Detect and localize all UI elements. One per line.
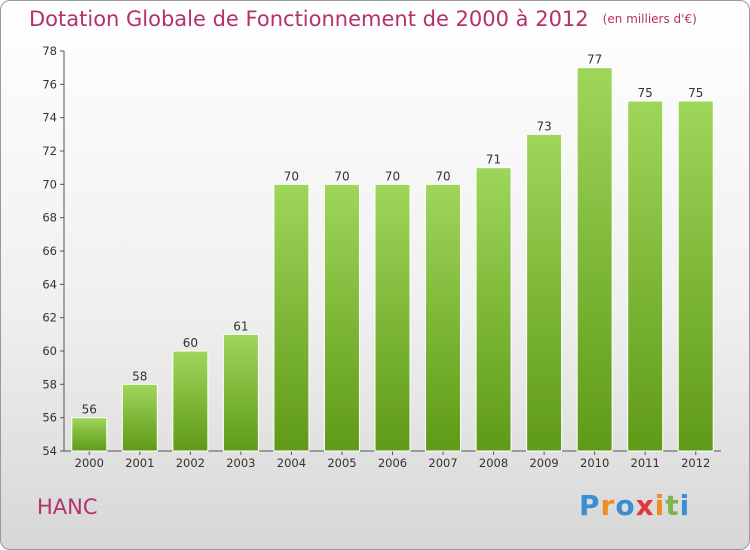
bar-2002 bbox=[172, 350, 209, 452]
y-tick-label: 58 bbox=[42, 377, 57, 391]
chart-axes: 54 56 58 60 62 64 66 68 70 72 74 76 78 2000 2001 2002 20… bbox=[42, 44, 721, 470]
data-label-2011: 75 bbox=[638, 86, 653, 100]
bar-2001 bbox=[121, 383, 158, 452]
y-tick-label: 54 bbox=[42, 444, 57, 458]
chart-bars bbox=[71, 67, 714, 452]
x-tick-label-2001: 2001 bbox=[125, 456, 154, 470]
bar-2007 bbox=[425, 183, 462, 452]
logo-letter: i bbox=[679, 489, 691, 522]
bar-2006 bbox=[374, 183, 411, 452]
x-tick-label-2008: 2008 bbox=[479, 456, 508, 470]
y-tick-label: 64 bbox=[42, 277, 57, 291]
y-tick-label: 74 bbox=[42, 111, 57, 125]
logo-letter: r bbox=[600, 489, 616, 522]
x-tick-label-2002: 2002 bbox=[176, 456, 205, 470]
data-label-2009: 73 bbox=[536, 119, 551, 133]
data-label-2001: 58 bbox=[132, 369, 147, 383]
y-tick-label: 70 bbox=[42, 177, 57, 191]
data-label-2008: 71 bbox=[486, 153, 501, 167]
bar-2009 bbox=[526, 133, 563, 452]
y-tick-label: 68 bbox=[42, 211, 57, 225]
proxiti-logo: Proxiti bbox=[579, 489, 690, 522]
x-tick-label-2004: 2004 bbox=[277, 456, 306, 470]
x-tick-label-2006: 2006 bbox=[378, 456, 407, 470]
x-tick-label-2003: 2003 bbox=[226, 456, 255, 470]
x-tick-label-2011: 2011 bbox=[631, 456, 660, 470]
y-tick-label: 72 bbox=[42, 144, 57, 158]
data-label-2010: 77 bbox=[587, 53, 602, 67]
data-label-2005: 70 bbox=[334, 169, 349, 183]
x-tick-label-2010: 2010 bbox=[580, 456, 609, 470]
bar-2005 bbox=[323, 183, 360, 452]
logo-letter: P bbox=[579, 489, 601, 522]
y-tick-label: 62 bbox=[42, 311, 57, 325]
x-tick-label-2007: 2007 bbox=[428, 456, 457, 470]
x-tick-label-2000: 2000 bbox=[75, 456, 104, 470]
y-tick-label: 56 bbox=[42, 411, 57, 425]
x-tick-label-2009: 2009 bbox=[529, 456, 558, 470]
data-label-2007: 70 bbox=[435, 169, 450, 183]
y-tick-label: 78 bbox=[42, 44, 57, 58]
data-label-2003: 61 bbox=[233, 319, 248, 333]
bar-2012 bbox=[677, 100, 714, 452]
chart-title: Dotation Globale de Fonctionnement de 20… bbox=[29, 7, 697, 31]
chart-title-text: Dotation Globale de Fonctionnement de 20… bbox=[29, 7, 589, 31]
y-tick-label: 60 bbox=[42, 344, 57, 358]
logo-letter: t bbox=[665, 489, 680, 522]
x-tick-label-2012: 2012 bbox=[681, 456, 710, 470]
y-tick-label: 66 bbox=[42, 244, 57, 258]
bar-2004 bbox=[273, 183, 310, 452]
commune-name: HANC bbox=[37, 495, 98, 519]
bar-2010 bbox=[576, 67, 613, 452]
chart-labels: 56 58 60 61 70 70 70 70 71 73 77 75 75 bbox=[82, 53, 704, 417]
bar-2000 bbox=[71, 417, 108, 452]
x-tick-label-2005: 2005 bbox=[327, 456, 356, 470]
data-label-2002: 60 bbox=[183, 336, 198, 350]
y-tick-label: 76 bbox=[42, 77, 57, 91]
data-label-2006: 70 bbox=[385, 169, 400, 183]
bar-2011 bbox=[627, 100, 664, 452]
data-label-2000: 56 bbox=[82, 403, 97, 417]
logo-letter: x bbox=[635, 489, 655, 522]
bar-2003 bbox=[222, 333, 259, 452]
data-label-2004: 70 bbox=[284, 169, 299, 183]
logo-letter: i bbox=[654, 489, 666, 522]
data-label-2012: 75 bbox=[688, 86, 703, 100]
chart-subtitle: (en milliers d'€) bbox=[602, 12, 697, 26]
logo-letter: o bbox=[615, 489, 636, 522]
bar-2008 bbox=[475, 167, 512, 452]
